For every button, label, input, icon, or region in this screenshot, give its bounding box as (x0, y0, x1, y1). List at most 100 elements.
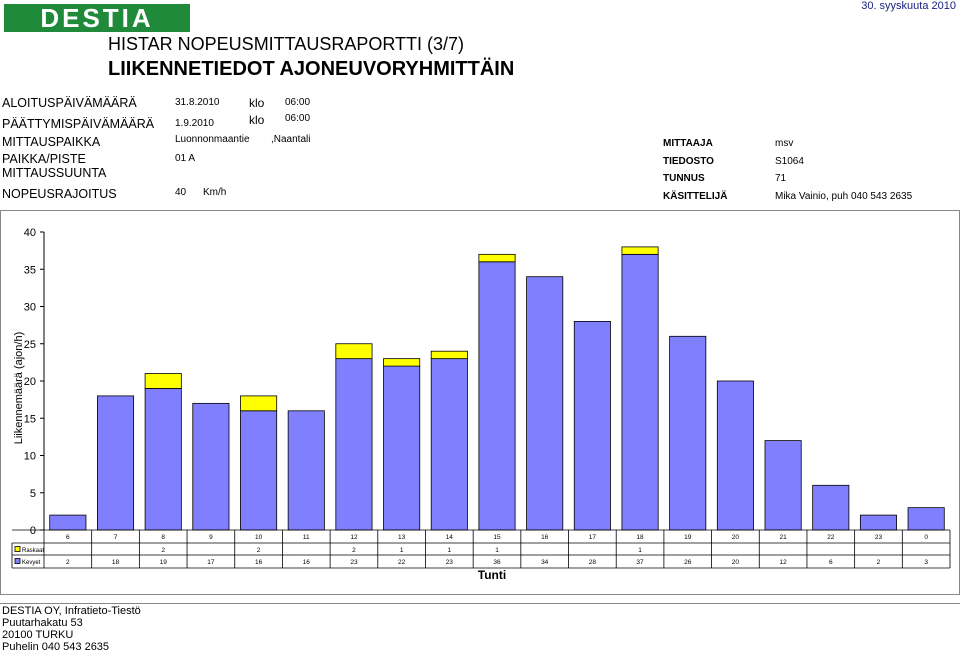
data-table: 6 7 8 9 10 11 12 13 14 15 16 17 18 19 20 21 22 23 0Raskaat… (11, 529, 951, 569)
end-klo-label: klo (249, 113, 265, 127)
x-tick-label: 23 (875, 534, 883, 541)
bar-kevyet-6 (49, 514, 87, 531)
bar-kevyet-18 (621, 253, 659, 531)
y-tick-label: 40 (24, 227, 36, 239)
bar-kevyet-19 (669, 335, 707, 531)
table-cell-kevyet: 26 (684, 559, 692, 566)
bar-kevyet-15 (478, 261, 516, 531)
measurer-label: MITTAAJA (663, 138, 713, 149)
y-tick-label: 5 (30, 488, 36, 500)
x-tick-label: 9 (209, 534, 213, 541)
table-cell-kevyet: 37 (636, 559, 644, 566)
y-tick-label: 35 (24, 264, 36, 276)
footer-company: DESTIA OY, Infratieto-Tiestö (2, 605, 141, 617)
bar-raskaat-8 (144, 373, 182, 389)
y-tick-label: 0 (30, 525, 36, 537)
table-cell-kevyet: 20 (732, 559, 740, 566)
report-title: HISTAR NOPEUSMITTAUSRAPORTTI (3/7) (108, 34, 465, 54)
table-cell-kevyet: 19 (160, 559, 168, 566)
start-date-value: 31.8.2010 (175, 97, 220, 108)
legend-label-raskaat: Raskaat (22, 548, 44, 554)
bar-raskaat-18 (621, 246, 659, 255)
legend-label-kevyet: Kevyet (22, 560, 41, 566)
table-cell-kevyet: 16 (303, 559, 311, 566)
table-cell-kevyet: 36 (493, 559, 501, 566)
bar-group (49, 246, 945, 531)
logo-text: DESTIA (40, 4, 153, 32)
bar-raskaat-10 (240, 395, 278, 412)
y-tick-label: 15 (24, 413, 36, 425)
end-time-value: 06:00 (285, 113, 311, 124)
direction-label: MITTAUSSUUNTA (2, 166, 107, 180)
bar-raskaat-13 (383, 358, 421, 367)
x-tick-label: 12 (350, 534, 358, 541)
table-cell-raskaat: 1 (638, 547, 642, 554)
start-time-value: 06:00 (285, 97, 311, 108)
x-tick-label: 19 (684, 534, 692, 541)
handler-label: KÄSITTELIJÄ (663, 191, 728, 202)
bar-kevyet-11 (287, 410, 325, 531)
table-cell-kevyet: 2 (877, 559, 881, 566)
bar-raskaat-12 (335, 343, 373, 360)
bar-kevyet-13 (383, 365, 421, 531)
bar-kevyet-7 (97, 395, 135, 531)
x-tick-label: 0 (924, 534, 928, 541)
bar-kevyet-10 (240, 410, 278, 531)
point-label: PAIKKA/PISTE (2, 152, 86, 166)
id-value: 71 (775, 173, 787, 184)
speed-limit-label: NOPEUSRAJOITUS (2, 187, 117, 201)
x-tick-label: 7 (114, 534, 118, 541)
footer-city: 20100 TURKU (2, 629, 74, 641)
x-tick-label: 10 (255, 534, 263, 541)
bar-raskaat-14 (430, 350, 468, 360)
bar-kevyet-17 (573, 321, 611, 531)
table-cell-raskaat: 2 (257, 547, 261, 554)
end-date-value: 1.9.2010 (175, 118, 214, 129)
table-cell-kevyet: 22 (398, 559, 406, 566)
handler-value: Mika Vainio, puh 040 543 2635 (775, 191, 913, 202)
footer-street: Puutarhakatu 53 (2, 617, 83, 629)
y-axis: 0 5 10 15 20 25 30 35 40 (24, 227, 45, 537)
bar-raskaat-15 (478, 253, 516, 263)
bar-kevyet-16 (526, 276, 564, 531)
id-label: TUNNUS (663, 173, 705, 184)
bar-kevyet-20 (716, 380, 754, 531)
table-cell-kevyet: 6 (829, 559, 833, 566)
start-klo-label: klo (249, 96, 265, 110)
y-tick-label: 20 (24, 376, 36, 388)
file-value: S1064 (775, 156, 804, 167)
x-tick-label: 14 (446, 534, 454, 541)
table-cell-kevyet: 18 (112, 559, 120, 566)
x-tick-label: 22 (827, 534, 835, 541)
x-tick-label: 16 (541, 534, 549, 541)
bar-kevyet-22 (812, 484, 850, 531)
x-tick-label: 18 (636, 534, 644, 541)
y-tick-label: 30 (24, 302, 36, 314)
table-cell-raskaat: 1 (400, 547, 404, 554)
x-tick-label: 15 (493, 534, 501, 541)
legend-swatch-kevyet (14, 558, 21, 564)
place-city-value: ,Naantali (271, 134, 311, 145)
x-tick-label: 13 (398, 534, 406, 541)
speed-limit-unit: Km/h (203, 187, 227, 198)
footer-divider (0, 603, 960, 604)
y-tick-label: 10 (24, 451, 36, 463)
table-cell-kevyet: 17 (207, 559, 215, 566)
measurer-value: msv (775, 138, 794, 149)
x-tick-label: 20 (732, 534, 740, 541)
report-date: 30. syyskuuta 2010 (861, 0, 956, 12)
place-road-value: Luonnonmaantie (175, 134, 250, 145)
x-tick-label: 8 (161, 534, 165, 541)
table-cell-raskaat: 1 (495, 547, 499, 554)
table-cell-kevyet: 28 (589, 559, 597, 566)
table-cell-raskaat: 2 (161, 547, 165, 554)
end-date-label: PÄÄTTYMISPÄIVÄMÄÄRÄ (2, 117, 155, 131)
report-subtitle: LIIKENNETIEDOT AJONEUVORYHMITTÄIN (108, 58, 515, 80)
file-label: TIEDOSTO (663, 156, 714, 167)
speed-limit-value: 40 (175, 187, 187, 198)
bar-kevyet-8 (144, 388, 182, 531)
bar-kevyet-23 (859, 514, 897, 531)
legend-swatch-raskaat (14, 546, 21, 552)
x-tick-label: 21 (779, 534, 787, 541)
